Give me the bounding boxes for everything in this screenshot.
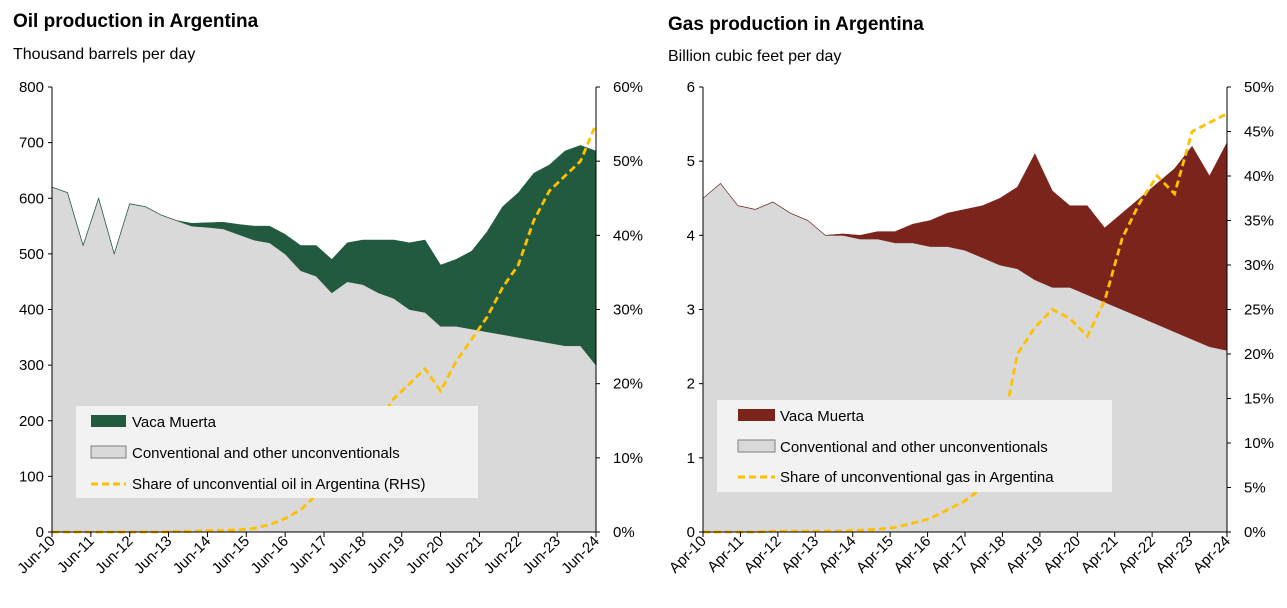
oil-legend-swatch-vaca-muerta (91, 415, 126, 427)
oil-x-tick-label: Jun-15 (209, 533, 253, 577)
gas-chart-title: Gas production in Argentina (668, 14, 924, 35)
gas-x-tick-label: Apr-20 (1040, 533, 1084, 577)
oil-y-left-tick-label: 100 (19, 468, 44, 485)
oil-y-right-tick-label: 40% (613, 227, 643, 244)
gas-y-right-tick-label: 40% (1244, 168, 1274, 185)
oil-y-left-tick-label: 800 (19, 79, 44, 96)
oil-x-tick-label: Jun-20 (403, 533, 447, 577)
oil-y-right-tick-label: 0% (613, 524, 635, 541)
oil-x-tick-label: Jun-23 (520, 533, 564, 577)
gas-legend-label-conventional: Conventional and other unconventionals (780, 439, 1048, 456)
gas-x-tick-label: Apr-22 (1115, 533, 1159, 577)
gas-legend: Vaca Muerta Conventional and other uncon… (717, 400, 1112, 492)
oil-y-right-tick-label: 60% (613, 79, 643, 96)
oil-y-left-tick-label: 400 (19, 302, 44, 319)
gas-y-right-tick-label: 10% (1244, 435, 1274, 452)
oil-x-tick-label: Jun-22 (481, 533, 525, 577)
oil-x-tick-label: Jun-13 (131, 533, 175, 577)
oil-x-tick-label: Jun-21 (442, 533, 486, 577)
oil-y-left-tick-label: 300 (19, 357, 44, 374)
oil-x-tick-label: Jun-17 (286, 533, 330, 577)
gas-legend-box (717, 400, 1112, 492)
oil-x-tick-label: Jun-19 (364, 533, 408, 577)
oil-legend-label-share: Share of unconvential oil in Argentina (… (132, 476, 426, 493)
oil-y-left-tick-label: 200 (19, 413, 44, 430)
oil-y-right-tick-label: 30% (613, 302, 643, 319)
oil-chart-subtitle: Thousand barrels per day (13, 46, 195, 63)
oil-y-right-tick-label: 20% (613, 376, 643, 393)
gas-x-tick-label: Apr-17 (928, 533, 972, 577)
gas-y-right-tick-label: 15% (1244, 391, 1274, 408)
oil-legend-box (76, 406, 478, 498)
gas-plot-area: 0 1 2 3 4 5 6 0% 5% 10% 15% 20% 25% 30% 35% 40% 45% 50% Ap… (666, 79, 1274, 577)
gas-x-tick-label: Apr-12 (741, 533, 785, 577)
oil-x-tick-label: Jun-12 (92, 533, 136, 577)
gas-y-right-tick-label: 25% (1244, 302, 1274, 319)
gas-y-left-tick-label: 4 (687, 227, 695, 244)
oil-y-left-tick-label: 600 (19, 190, 44, 207)
gas-y-right-tick-label: 50% (1244, 79, 1274, 96)
gas-y-left-tick-label: 3 (687, 302, 695, 319)
gas-y-left-tick-label: 1 (687, 450, 695, 467)
oil-plot-area: 0 100 200 300 400 500 600 700 800 0% 10% 20% 30% 40% 5… (14, 79, 643, 577)
gas-chart-subtitle: Billion cubic feet per day (668, 48, 841, 65)
oil-legend-swatch-conventional (90, 445, 127, 459)
gas-x-tick-label: Apr-14 (816, 533, 860, 577)
gas-legend-swatch-conventional (737, 439, 776, 453)
gas-y-left-tick-label: 0 (687, 524, 695, 541)
gas-x-tick-label: Apr-18 (965, 533, 1009, 577)
oil-x-tick-label: Jun-16 (248, 533, 292, 577)
gas-y-right-tick-label: 30% (1244, 257, 1274, 274)
oil-chart-title: Oil production in Argentina (13, 11, 259, 32)
gas-legend-swatch-vaca-muerta (738, 409, 775, 421)
gas-chart-panel: Gas production in Argentina Billion cubi… (666, 14, 1274, 577)
gas-legend-label-vaca-muerta: Vaca Muerta (780, 408, 865, 425)
gas-x-tick-label: Apr-15 (853, 533, 897, 577)
gas-y-right-tick-label: 35% (1244, 213, 1274, 230)
gas-y-right-tick-label: 5% (1244, 480, 1266, 497)
gas-x-tick-label: Apr-21 (1078, 533, 1122, 577)
oil-legend: Vaca Muerta Conventional and other uncon… (76, 406, 478, 498)
oil-y-right-tick-label: 50% (613, 153, 643, 170)
oil-x-tick-label: Jun-14 (170, 533, 214, 577)
gas-x-tick-label: Apr-19 (1003, 533, 1047, 577)
oil-x-tick-label: Jun-11 (54, 533, 98, 577)
gas-y-right-tick-label: 20% (1244, 346, 1274, 363)
gas-x-tick-label: Apr-24 (1190, 533, 1234, 577)
gas-legend-label-share: Share of unconventional gas in Argentina (780, 469, 1054, 486)
gas-x-tick-label: Apr-13 (778, 533, 822, 577)
oil-legend-label-conventional: Conventional and other unconventionals (132, 445, 400, 462)
gas-x-tick-label: Apr-11 (704, 533, 747, 576)
gas-y-left-tick-label: 2 (687, 376, 695, 393)
oil-chart-panel: Oil production in Argentina Thousand bar… (13, 11, 643, 577)
oil-y-left-tick-label: 700 (19, 135, 44, 152)
oil-legend-label-vaca-muerta: Vaca Muerta (132, 414, 217, 431)
oil-y-left-tick-label: 500 (19, 246, 44, 263)
gas-x-tick-label: Apr-16 (891, 533, 935, 577)
oil-y-right-tick-label: 10% (613, 450, 643, 467)
gas-y-left-tick-label: 5 (687, 153, 695, 170)
gas-y-left-tick-label: 6 (687, 79, 695, 96)
oil-x-tick-label: Jun-18 (325, 533, 369, 577)
oil-x-tick-label: Jun-24 (558, 533, 602, 577)
gas-y-right-tick-label: 0% (1244, 524, 1266, 541)
gas-series-share-line (703, 112, 1228, 534)
gas-y-right-tick-label: 45% (1244, 124, 1274, 141)
gas-x-tick-label: Apr-23 (1153, 533, 1197, 577)
oil-y-left-tick-label: 0 (36, 524, 44, 541)
